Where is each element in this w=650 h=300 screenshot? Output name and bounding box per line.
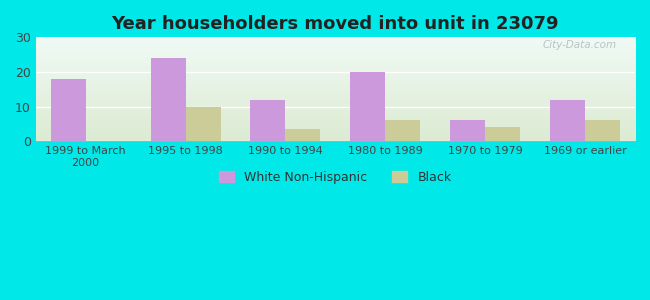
Bar	[350, 72, 385, 141]
Legend: White Non-Hispanic, Black: White Non-Hispanic, Black	[214, 166, 456, 189]
Bar	[450, 120, 485, 141]
Bar	[250, 100, 285, 141]
Bar	[550, 100, 585, 141]
Bar	[485, 127, 520, 141]
Bar	[285, 129, 320, 141]
Bar	[151, 58, 185, 141]
Bar	[585, 120, 620, 141]
Bar	[185, 106, 220, 141]
Bar	[51, 79, 86, 141]
Bar	[385, 120, 421, 141]
Title: Year householders moved into unit in 23079: Year householders moved into unit in 230…	[112, 15, 559, 33]
Text: City-Data.com: City-Data.com	[543, 40, 617, 50]
